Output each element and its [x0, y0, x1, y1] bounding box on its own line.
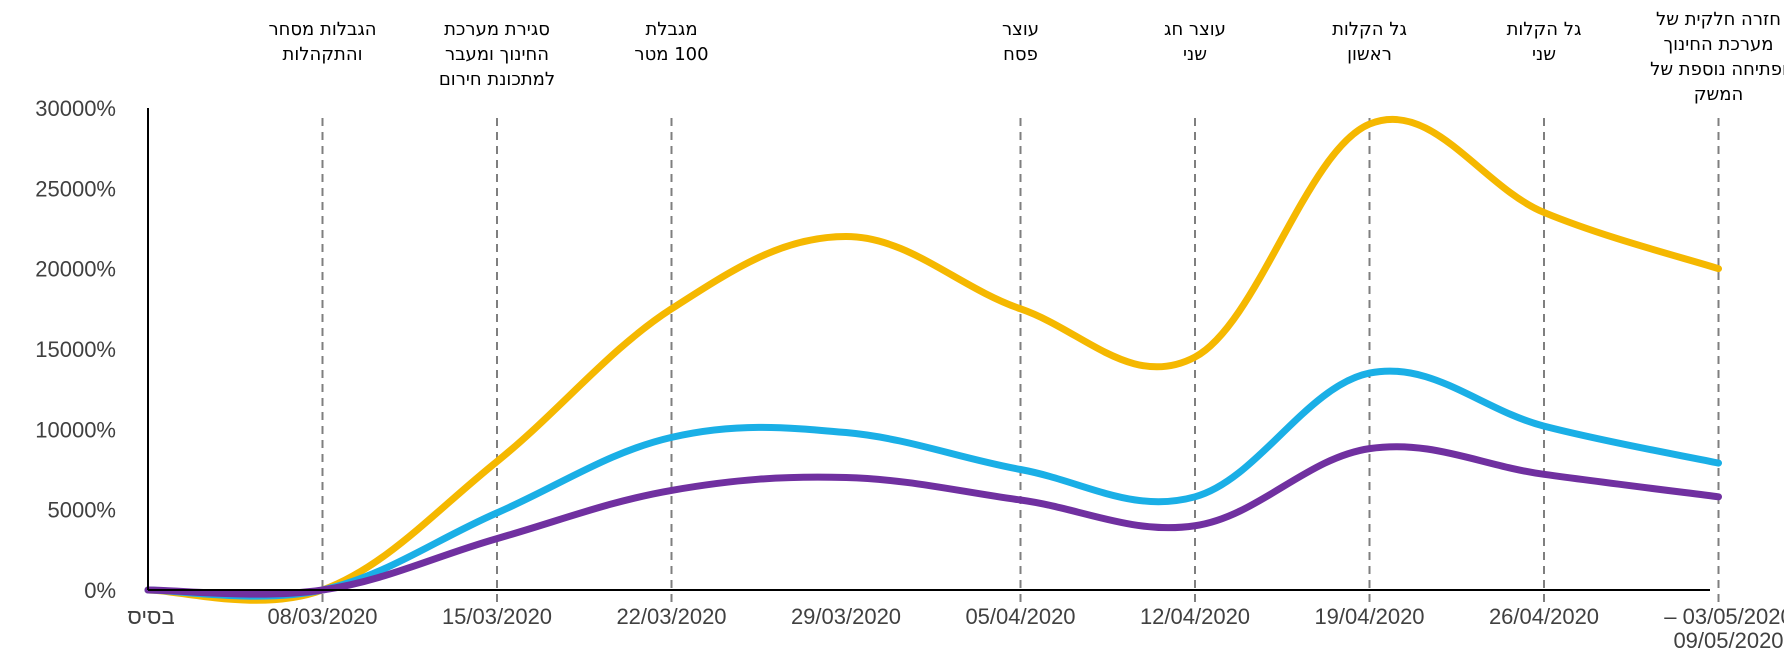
x-tick-label: 08/03/2020 [267, 604, 377, 629]
event-annotation-7: חזרה חלקית של מערכת החינוך ופתיחה נוספת של… [1650, 9, 1784, 105]
event-annotation-3: עוצר פסח [1002, 19, 1039, 65]
event-annotation-line: הגבלות מסחר [268, 19, 376, 40]
event-annotation-line: שני [1183, 44, 1207, 65]
event-annotation-line: סגירת מערכת [444, 19, 550, 40]
event-annotation-line: חזרה חלקית של [1656, 9, 1781, 30]
y-tick-label: 10000% [35, 417, 116, 442]
event-annotation-line: גל הקלות [1332, 19, 1407, 40]
event-annotation-line: המשק [1694, 84, 1744, 105]
event-annotation-line: ראשון [1347, 44, 1392, 65]
event-annotation-line: למתכונת חירום [439, 69, 555, 90]
event-annotation-line: עוצר [1002, 19, 1039, 40]
event-annotation-line: גל הקלות [1507, 19, 1582, 40]
event-annotation-line: שני [1532, 44, 1556, 65]
x-tick-label: 05/04/2020 [965, 604, 1075, 629]
x-tick-label: 19/04/2020 [1314, 604, 1424, 629]
y-tick-label: 5000% [47, 498, 116, 523]
event-annotation-line: עוצר חג [1164, 19, 1226, 40]
event-annotation-line: ופתיחה נוספת של [1650, 59, 1784, 80]
x-tick-label: 12/04/2020 [1140, 604, 1250, 629]
event-annotation-4: עוצר חג שני [1164, 19, 1226, 65]
y-tick-label: 30000% [35, 96, 116, 121]
event-annotation-line: מערכת החינוך [1663, 34, 1773, 55]
series-layer [144, 115, 1722, 604]
x-tick-label: 22/03/2020 [616, 604, 726, 629]
event-annotation-2: מגבלת 100 מטר [634, 19, 708, 65]
x-tick-label: בסיס [127, 604, 174, 629]
event-annotation-line: מגבלת [645, 19, 697, 40]
series-line-2 [144, 443, 1722, 598]
y-tick-label: 20000% [35, 257, 116, 282]
x-tick-label: 26/04/2020 [1489, 604, 1599, 629]
event-annotation-line: פסח [1003, 44, 1038, 65]
event-annotation-6: גל הקלות שני [1507, 19, 1582, 65]
event-annotation-line: החינוך ומעבר [445, 44, 549, 65]
annotation-layer: הגבלות מסחר והתקהלות סגירת מערכת החינוך ומע… [268, 9, 1784, 608]
axis-layer: 0% 5000% 10000% 15000% 20000% 25000% 30000% בסי… [35, 96, 1784, 652]
x-tick-label: 09/05/2020 [1673, 628, 1783, 652]
series-line-1 [144, 367, 1722, 600]
x-tick-label: 15/03/2020 [442, 604, 552, 629]
series-line-0 [144, 115, 1722, 604]
event-annotation-line: והתקהלות [283, 44, 363, 65]
event-annotation-5: גל הקלות ראשון [1332, 19, 1407, 65]
y-tick-label: 0% [84, 578, 116, 603]
x-tick-label: – 03/05/2020 [1664, 604, 1784, 629]
event-annotation-0: הגבלות מסחר והתקהלות [268, 19, 376, 65]
x-tick-label: 29/03/2020 [791, 604, 901, 629]
y-tick-label: 25000% [35, 176, 116, 201]
event-annotation-line: 100 מטר [634, 44, 708, 65]
y-tick-label: 15000% [35, 337, 116, 362]
event-annotation-1: סגירת מערכת החינוך ומעבר למתכונת חירום [439, 19, 555, 90]
